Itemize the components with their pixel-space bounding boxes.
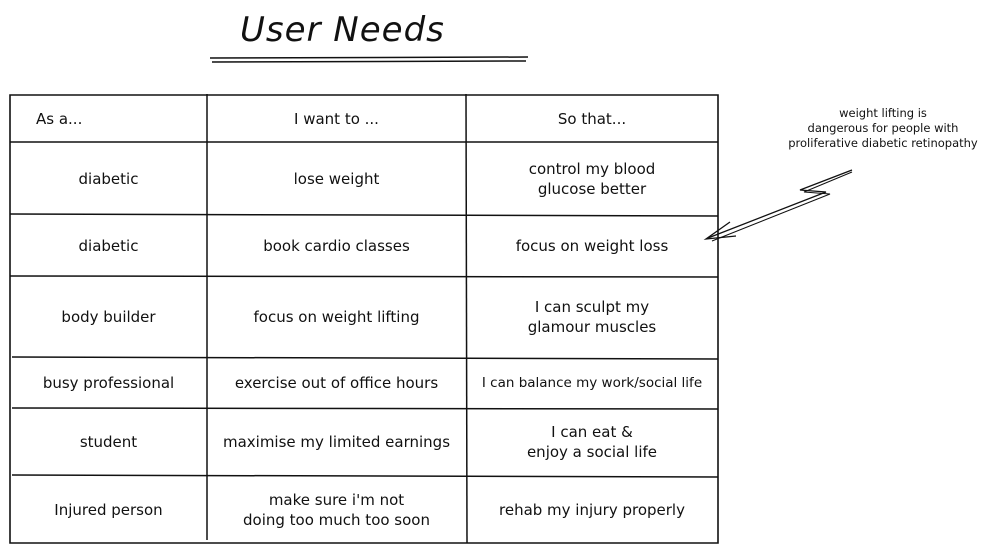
table-cell-so-that: I can sculpt my glamour muscles [527,298,657,336]
table-cell-want: lose weight [293,169,380,188]
row-divider [9,213,719,217]
arrow-icon [707,169,853,239]
table-cell-want: book cardio classes [263,236,410,255]
page-title: User Needs [240,10,445,50]
arrow-icon [711,171,853,242]
table-cell-role: body builder [61,308,156,326]
table-cell-role: busy professional [42,374,175,392]
table-cell-so-that: I can balance my work/social life [481,375,703,391]
row-divider [11,356,719,360]
table-cell-so-that: focus on weight loss [515,236,669,255]
table-cell-role: Injured person [54,500,163,519]
table-cell-so-that: rehab my injury properly [499,500,685,519]
column-divider [465,93,468,544]
table-cell-so-that: I can eat & enjoy a social life [526,423,658,461]
table-border [9,94,719,544]
header-i-want-to: I want to ... [294,109,379,128]
table-cell-want: exercise out of office hours [234,374,439,392]
table-cell-want: maximise my limited earnings [222,433,451,451]
row-divider [9,275,719,278]
row-divider [11,474,719,478]
table-cell-so-that: control my blood glucose better [528,159,656,198]
table-cell-role: diabetic [78,236,139,255]
annotation-note: weight lifting is dangerous for people w… [788,106,978,150]
table-cell-want: make sure i'm not doing too much too soo… [243,490,430,529]
table-cell-role: diabetic [78,169,139,188]
table-cell-want: focus on weight lifting [253,308,420,326]
row-divider [11,407,719,410]
header-as-a: As a... [36,109,83,128]
table-cell-role: student [79,433,138,451]
arrowhead-icon [703,221,737,240]
title-underline [209,56,529,63]
header-so-that: So that... [557,109,627,128]
